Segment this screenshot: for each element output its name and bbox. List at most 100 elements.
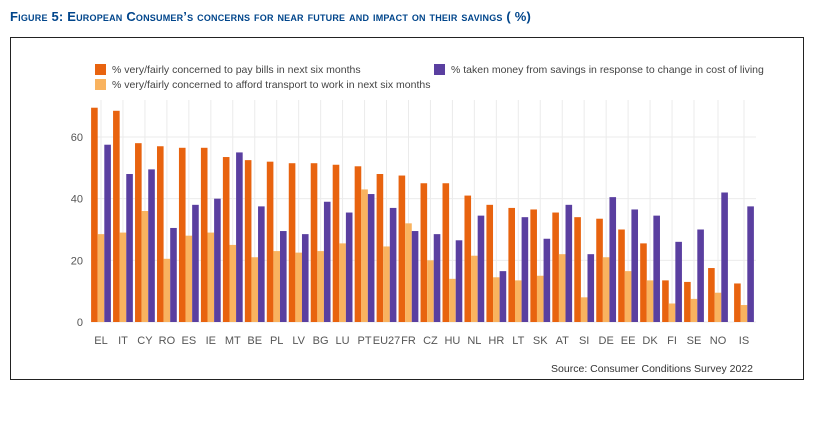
bar-transport-bg (317, 251, 324, 322)
bar-savings-sk (543, 238, 551, 322)
bar-transport-lv (295, 252, 302, 323)
bar-bills-nl (464, 195, 472, 322)
bar-savings-lu (345, 212, 353, 322)
x-tick-label: IT (118, 335, 128, 347)
x-tick-label: SI (579, 335, 589, 347)
x-tick-label: EU27 (373, 335, 401, 347)
source-note: Source: Consumer Conditions Survey 2022 (551, 363, 753, 375)
y-tick-label: 0 (77, 317, 83, 329)
chart-legend: % very/fairly concerned to pay bills in … (95, 64, 764, 91)
bar-savings-lt (521, 217, 529, 322)
x-tick-label: SE (687, 335, 702, 347)
bar-bills-ro (156, 146, 164, 322)
bar-bills-no (708, 268, 715, 322)
bar-savings-eu27 (389, 207, 397, 322)
bar-transport-fr (405, 223, 412, 322)
legend-label-transport: % very/fairly concerned to afford transp… (112, 79, 430, 91)
bar-bills-bg (310, 163, 318, 322)
bar-bills-de (596, 218, 603, 322)
bar-savings-nl (477, 215, 485, 323)
bar-transport-hu (449, 278, 456, 322)
bar-savings-dk (653, 215, 660, 323)
bar-transport-no (714, 292, 722, 322)
x-tick-label: IS (739, 335, 749, 347)
bar-transport-fi (668, 303, 676, 322)
x-tick-label: NL (467, 335, 481, 347)
bar-transport-is (740, 305, 748, 322)
x-tick-label: RO (159, 335, 176, 347)
bar-bills-hr (486, 204, 494, 322)
bar-savings-hu (455, 240, 463, 322)
x-tick-label: IE (206, 335, 216, 347)
bar-transport-be (251, 257, 259, 322)
bar-bills-lv (288, 163, 296, 322)
y-axis-ticks: 0 20 40 60 (71, 132, 83, 329)
bar-savings-pl (280, 231, 287, 322)
x-tick-label: LT (512, 335, 524, 347)
x-tick-label: BE (247, 335, 262, 347)
bar-savings-ro (170, 227, 177, 322)
y-tick-label: 20 (71, 255, 83, 267)
bar-transport-lt (515, 280, 522, 323)
bar-savings-es (192, 204, 199, 322)
bar-savings-el (104, 144, 111, 322)
bar-savings-ie (214, 198, 221, 322)
bar-savings-at (565, 204, 573, 322)
bar-savings-be (258, 206, 265, 323)
bar-bills-is (734, 283, 741, 322)
bar-bills-it (113, 110, 120, 322)
x-tick-label: BG (313, 335, 329, 347)
bar-transport-nl (471, 255, 478, 322)
bar-bills-lt (508, 207, 515, 322)
legend-label-bills: % very/fairly concerned to pay bills in … (112, 64, 361, 76)
x-tick-label: PT (358, 335, 372, 347)
bar-transport-es (185, 235, 193, 322)
bar-savings-it (126, 174, 133, 322)
bar-bills-cy (135, 143, 142, 322)
bar-savings-no (721, 192, 728, 322)
figure-title: Figure 5: European Consumer’s concerns f… (10, 9, 532, 24)
bar-bills-hu (442, 183, 450, 322)
bar-transport-de (602, 257, 610, 322)
bar-transport-mt (229, 244, 237, 322)
bar-savings-fr (411, 231, 419, 322)
bar-bills-fr (398, 175, 406, 322)
bar-transport-ie (207, 232, 215, 322)
bar-savings-de (609, 197, 617, 323)
x-tick-label: EE (621, 335, 636, 347)
bar-savings-cy (148, 169, 155, 323)
x-tick-label: DK (642, 335, 658, 347)
bar-bills-be (244, 160, 252, 323)
bar-transport-lu (339, 243, 346, 323)
bar-bills-se (684, 281, 691, 322)
bar-transport-it (119, 232, 127, 322)
bar-series (91, 107, 754, 323)
bar-transport-el (97, 234, 105, 323)
bar-bills-ie (200, 147, 208, 322)
bar-savings-lv (301, 234, 309, 323)
x-tick-label: ES (182, 335, 197, 347)
legend-swatch-bills (95, 64, 106, 75)
bar-bills-at (552, 212, 559, 322)
bar-savings-pt (367, 194, 375, 322)
bar-transport-ro (163, 258, 171, 322)
bar-bills-pl (266, 161, 274, 322)
bar-transport-se (690, 298, 698, 323)
bar-bills-eu27 (376, 174, 384, 322)
bar-savings-fi (675, 241, 682, 322)
bar-bills-es (178, 147, 186, 322)
legend-swatch-savings (434, 64, 445, 75)
bar-bills-ee (618, 229, 625, 322)
chart-frame: % very/fairly concerned to pay bills in … (10, 37, 804, 380)
x-tick-label: PL (270, 335, 283, 347)
bar-transport-cz (427, 260, 434, 322)
x-tick-label: FI (667, 335, 677, 347)
bar-savings-cz (433, 234, 441, 323)
x-tick-label: NO (710, 335, 727, 347)
bar-transport-cy (141, 211, 149, 322)
x-tick-label: HU (444, 335, 460, 347)
bar-chart: % very/fairly concerned to pay bills in … (71, 64, 764, 375)
x-tick-label: LU (336, 335, 350, 347)
bar-savings-mt (236, 152, 243, 322)
bar-bills-el (91, 107, 98, 323)
